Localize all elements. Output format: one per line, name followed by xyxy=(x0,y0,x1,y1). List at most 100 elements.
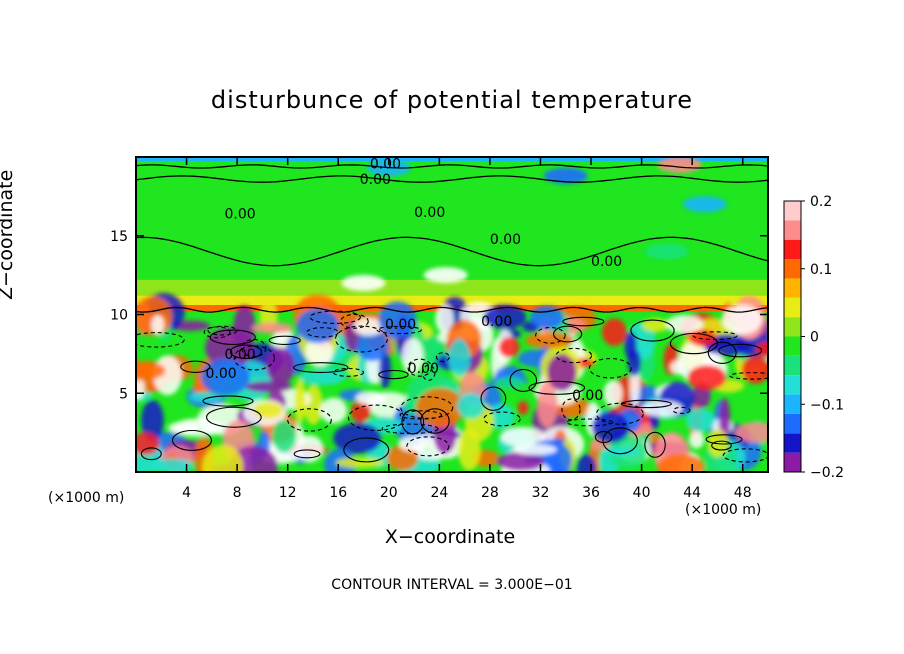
field-blob xyxy=(547,354,577,391)
colorbar-swatch xyxy=(784,394,801,414)
contour-loop xyxy=(594,431,613,444)
contour-loop xyxy=(378,369,409,380)
field-blob xyxy=(319,397,348,424)
upper-feature xyxy=(644,243,689,260)
field-blob xyxy=(500,426,546,447)
field-blob xyxy=(151,314,165,335)
field-blob xyxy=(415,388,465,428)
contour-loop xyxy=(207,325,238,336)
heatmap-field xyxy=(136,157,768,472)
field-blob xyxy=(335,457,385,469)
field-blob xyxy=(173,418,223,437)
contour-loop xyxy=(707,341,737,364)
colorbar-swatch xyxy=(784,433,801,453)
upper-feature xyxy=(543,167,588,184)
field-blob xyxy=(398,436,427,452)
contour-loop xyxy=(407,358,433,377)
upper-feature xyxy=(682,196,727,213)
contour-loop xyxy=(555,347,593,364)
contour-lines: 0.000.000.00 0.000.000.000.00 0.000.000.00… xyxy=(136,157,768,463)
contour-label: 0.00 xyxy=(224,347,255,363)
colorbar-swatch xyxy=(784,413,801,434)
field-blob xyxy=(294,378,306,424)
field-blob xyxy=(734,422,768,443)
contour-loop xyxy=(233,345,275,371)
colorbar: 0.2 0.1 0 −0.1 −0.2 xyxy=(783,194,844,481)
field-blob xyxy=(537,380,558,428)
field-blob xyxy=(525,332,574,349)
band-yellowgreen xyxy=(136,279,768,296)
contour-label: 0.00 xyxy=(572,388,603,404)
field-blob xyxy=(656,453,705,472)
field-blob xyxy=(253,401,283,419)
field-blob xyxy=(356,330,389,362)
field-blob xyxy=(627,348,641,377)
x-tick-label: 36 xyxy=(582,485,600,501)
contour-label: 0.00 xyxy=(481,314,512,330)
upper-feature xyxy=(341,275,386,291)
contour-loop xyxy=(630,319,675,342)
x-unit-label-right: (×1000 m) xyxy=(685,502,762,518)
contour-loop xyxy=(644,431,666,458)
contour-loop xyxy=(401,409,425,435)
colorbar-swatch xyxy=(784,297,801,318)
x-tick-label: 24 xyxy=(430,485,448,501)
field-blob xyxy=(448,338,471,377)
field-blob xyxy=(602,318,627,346)
contour-top xyxy=(136,164,768,169)
field-blob xyxy=(719,397,731,440)
contour-label: 0.00 xyxy=(591,254,622,270)
contour-loop xyxy=(229,344,263,360)
turbulent-blobs xyxy=(136,157,768,472)
contour-label: 0.00 xyxy=(408,361,439,377)
contour-loop xyxy=(562,316,605,327)
y-tick-label: 5 xyxy=(119,386,128,402)
field-blob xyxy=(266,347,295,386)
x-tick-label: 12 xyxy=(279,485,297,501)
field-blob xyxy=(483,304,527,330)
contour-loop xyxy=(334,325,388,353)
contour-label: 0.00 xyxy=(206,366,237,382)
contour-loop xyxy=(180,360,211,373)
field-blob xyxy=(200,358,250,396)
field-blob xyxy=(136,361,166,381)
contour-label: 0.00 xyxy=(414,205,445,221)
field-blob xyxy=(202,444,244,472)
field-blob xyxy=(755,341,768,358)
contour-loop xyxy=(376,325,422,335)
contour-loop xyxy=(309,310,361,324)
field-blob xyxy=(456,392,485,419)
field-blob xyxy=(141,399,164,442)
x-tick-label: 20 xyxy=(380,485,398,501)
x-tick-label: 4 xyxy=(182,485,191,501)
contour-loop xyxy=(268,335,301,345)
contour-loop xyxy=(705,434,743,445)
contour-loop xyxy=(602,427,638,455)
colorbar-swatch xyxy=(784,452,801,472)
upper-feature xyxy=(657,157,702,173)
field-blob xyxy=(378,301,417,340)
upper-feature xyxy=(423,267,468,284)
contour-label: 0.00 xyxy=(385,317,416,333)
contour-mid xyxy=(136,236,768,267)
contour-loop xyxy=(140,447,162,461)
contour-loop xyxy=(340,313,369,329)
field-blob xyxy=(512,443,558,456)
colorbar-swatch xyxy=(784,259,801,279)
field-blob xyxy=(741,355,768,384)
contour-loop xyxy=(136,332,185,348)
x-tick-label: 28 xyxy=(481,485,499,501)
field-blob xyxy=(251,322,294,334)
contour-loop xyxy=(553,325,583,343)
field-blob xyxy=(687,365,727,391)
field-blob xyxy=(602,446,640,457)
field-blob xyxy=(435,304,454,334)
contour-loop xyxy=(722,448,768,463)
x-tick-label: 44 xyxy=(683,485,701,501)
colorbar-swatch xyxy=(784,220,801,240)
colorbar-tick-label: −0.2 xyxy=(810,465,844,481)
contour-loop xyxy=(400,396,454,419)
contour-loop xyxy=(421,364,436,381)
field-blob xyxy=(152,458,194,472)
